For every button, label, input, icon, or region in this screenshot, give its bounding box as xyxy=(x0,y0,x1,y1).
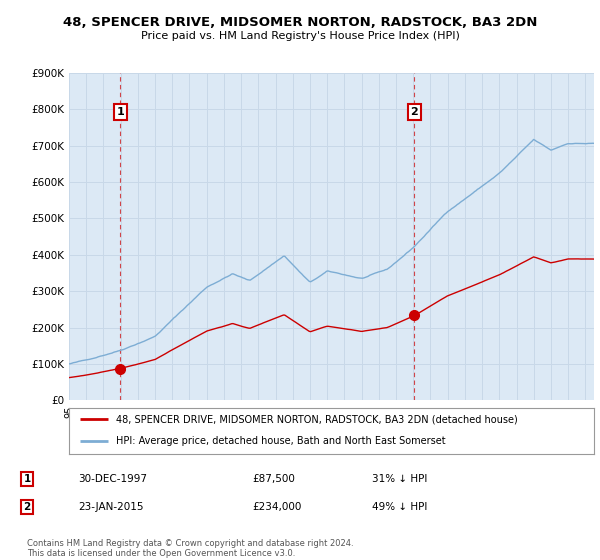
Text: 2: 2 xyxy=(410,107,418,117)
Text: 23-JAN-2015: 23-JAN-2015 xyxy=(78,502,143,512)
Text: 31% ↓ HPI: 31% ↓ HPI xyxy=(372,474,427,484)
Text: 2: 2 xyxy=(23,502,31,512)
Text: £234,000: £234,000 xyxy=(252,502,301,512)
Text: Contains HM Land Registry data © Crown copyright and database right 2024.
This d: Contains HM Land Registry data © Crown c… xyxy=(27,539,353,558)
Text: HPI: Average price, detached house, Bath and North East Somerset: HPI: Average price, detached house, Bath… xyxy=(116,436,446,446)
Text: 48, SPENCER DRIVE, MIDSOMER NORTON, RADSTOCK, BA3 2DN (detached house): 48, SPENCER DRIVE, MIDSOMER NORTON, RADS… xyxy=(116,414,518,424)
Text: 1: 1 xyxy=(116,107,124,117)
Text: 48, SPENCER DRIVE, MIDSOMER NORTON, RADSTOCK, BA3 2DN: 48, SPENCER DRIVE, MIDSOMER NORTON, RADS… xyxy=(63,16,537,29)
Text: £87,500: £87,500 xyxy=(252,474,295,484)
Text: 49% ↓ HPI: 49% ↓ HPI xyxy=(372,502,427,512)
Text: 30-DEC-1997: 30-DEC-1997 xyxy=(78,474,147,484)
Text: 1: 1 xyxy=(23,474,31,484)
Text: Price paid vs. HM Land Registry's House Price Index (HPI): Price paid vs. HM Land Registry's House … xyxy=(140,31,460,41)
